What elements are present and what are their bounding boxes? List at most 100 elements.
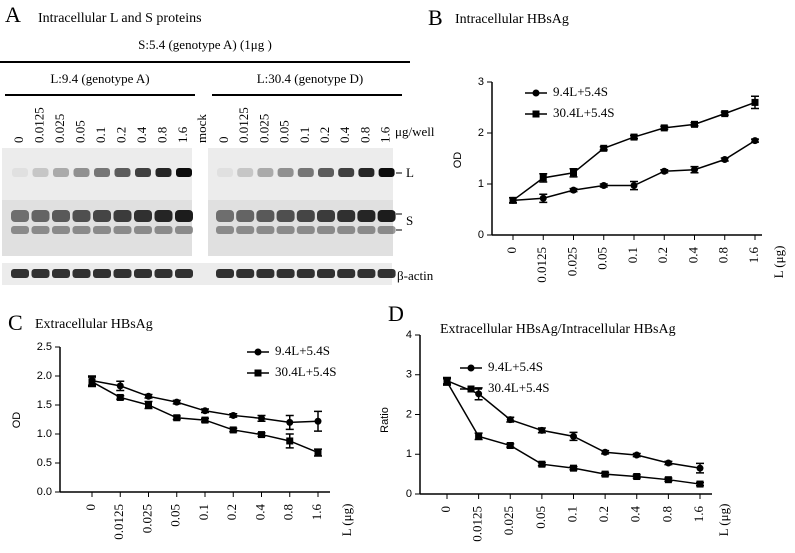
band <box>296 210 315 222</box>
marker <box>570 186 577 194</box>
legend-marker <box>254 348 262 356</box>
marker <box>660 167 668 175</box>
x-tick-label: 0.1 <box>625 247 640 263</box>
panel-title: Intracellular L and S proteins <box>38 11 202 26</box>
legend-marker <box>532 89 540 97</box>
marker <box>314 417 322 425</box>
marker <box>633 473 641 481</box>
band <box>12 168 28 177</box>
lane-label: 0.0125 <box>236 107 251 143</box>
marker <box>601 470 609 478</box>
series-line <box>91 379 319 424</box>
chart-title: Extracellular HBsAg/Intracellular HBsAg <box>440 322 676 337</box>
marker <box>443 378 451 386</box>
band <box>53 168 69 177</box>
x-tick-label: 0.05 <box>595 247 610 270</box>
x-tick-label: 0.05 <box>533 506 548 529</box>
panel-letter: C <box>8 310 23 335</box>
marker <box>539 174 547 182</box>
marker <box>664 459 672 467</box>
marker <box>664 476 672 484</box>
legend-label: 9.4L+5.4S <box>488 359 543 374</box>
blot-strip <box>2 263 392 285</box>
series-line <box>446 380 701 469</box>
x-tick-label: 0 <box>504 247 519 254</box>
band <box>237 168 254 177</box>
marker <box>691 120 698 128</box>
x-tick-label: 0.0125 <box>534 247 549 283</box>
y-tick-label: 0 <box>478 229 484 241</box>
marker <box>570 432 577 440</box>
band <box>113 226 132 234</box>
marker <box>201 416 209 424</box>
lane-label: 0.8 <box>357 127 372 143</box>
band <box>135 168 151 177</box>
marker <box>173 398 181 406</box>
lane-label: 0.05 <box>277 120 292 143</box>
band <box>175 269 193 278</box>
band <box>317 226 335 234</box>
marker <box>173 414 181 422</box>
marker <box>201 407 209 415</box>
marker <box>145 401 152 409</box>
legend-marker <box>532 110 540 118</box>
band <box>175 210 193 222</box>
band <box>52 226 70 234</box>
marker <box>229 411 237 419</box>
blot-header: S:5.4 (genotype A) (1μg ) <box>138 37 272 52</box>
y-axis-label: Ratio <box>379 407 391 433</box>
lane-label: 0.8 <box>154 127 169 143</box>
band <box>31 269 50 278</box>
legend-label: 9.4L+5.4S <box>553 84 608 99</box>
series-line <box>512 140 756 202</box>
y-tick-label: 3 <box>478 76 484 88</box>
y-tick-label: 0.0 <box>37 486 52 498</box>
band <box>377 226 396 234</box>
band <box>358 168 375 177</box>
legend-marker <box>467 364 475 372</box>
band <box>134 210 152 222</box>
marker <box>286 418 294 426</box>
x-tick-label: 0.025 <box>501 506 516 535</box>
x-tick-label: 0.8 <box>281 504 296 520</box>
lane-label: mock <box>194 114 209 143</box>
marker <box>506 416 514 424</box>
x-tick-label: 0.4 <box>685 247 700 264</box>
band <box>154 269 173 278</box>
x-tick-label: 0.05 <box>168 504 183 527</box>
band <box>52 269 70 278</box>
band <box>93 210 111 222</box>
band-label: S <box>406 213 413 228</box>
unit-label: μg/well <box>395 124 435 139</box>
legend-label: 9.4L+5.4S <box>275 343 330 358</box>
x-tick-label: 0 <box>438 506 453 513</box>
legend-label: 30.4L+5.4S <box>488 380 550 395</box>
y-tick-label: 4 <box>406 329 412 341</box>
x-axis-label: L (μg) <box>339 504 354 537</box>
band <box>154 210 173 222</box>
y-tick-label: 2.0 <box>37 370 52 382</box>
lane-label: 1.6 <box>378 126 393 143</box>
band <box>318 168 334 177</box>
band <box>72 269 91 278</box>
band <box>276 269 295 278</box>
marker <box>630 133 638 141</box>
group-label: L:9.4 (genotype A) <box>50 71 149 86</box>
marker <box>601 448 609 456</box>
band-label: β-actin <box>397 268 434 283</box>
band <box>357 210 376 222</box>
band <box>93 269 111 278</box>
marker <box>721 110 729 118</box>
band <box>357 269 376 278</box>
x-tick-label: 0.2 <box>224 504 239 520</box>
marker <box>633 451 641 459</box>
marker <box>600 144 608 152</box>
x-tick-label: 0.8 <box>659 506 674 522</box>
band <box>317 210 335 222</box>
legend-marker <box>254 369 262 377</box>
x-tick-label: 1.6 <box>309 504 324 521</box>
band <box>297 168 314 177</box>
band <box>378 168 395 177</box>
band <box>276 210 295 222</box>
band <box>32 168 49 177</box>
